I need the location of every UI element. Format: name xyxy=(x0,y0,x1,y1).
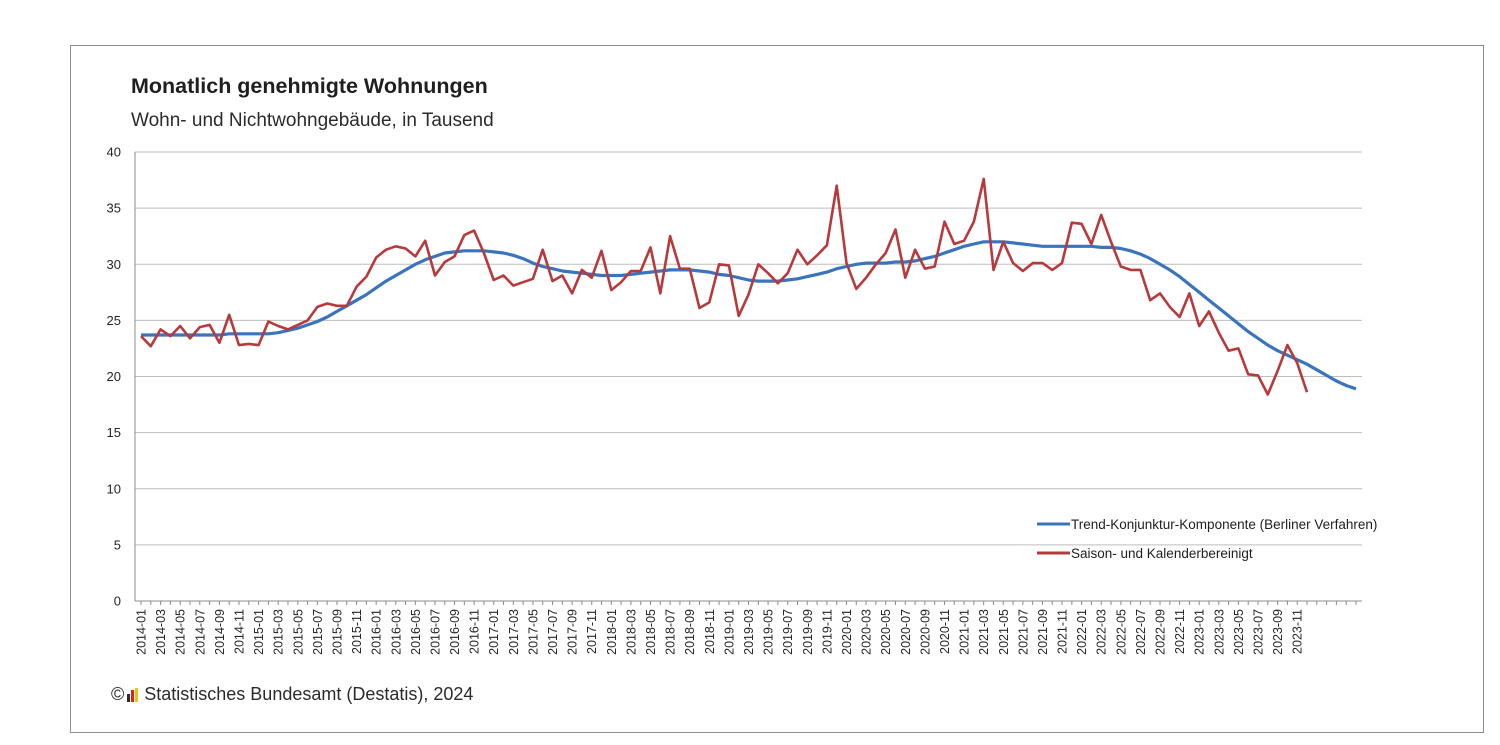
x-tick-label: 2023-05 xyxy=(1232,609,1246,655)
x-tick-label: 2018-01 xyxy=(605,609,619,655)
y-tick-label: 40 xyxy=(107,145,121,160)
x-tick-label: 2018-03 xyxy=(624,609,638,655)
x-tick-label: 2017-01 xyxy=(487,609,501,655)
x-tick-label: 2018-07 xyxy=(664,609,678,655)
y-tick-label: 30 xyxy=(107,257,121,272)
x-tick-label: 2022-03 xyxy=(1095,609,1109,655)
x-tick-label: 2021-07 xyxy=(1016,609,1030,655)
x-tick-label: 2014-11 xyxy=(232,609,246,654)
series-line-seasonal-adjusted xyxy=(140,177,1309,396)
x-tick-label: 2015-05 xyxy=(291,609,305,655)
y-tick-label: 10 xyxy=(107,481,121,496)
x-tick-label: 2020-01 xyxy=(840,609,854,655)
x-tick-label: 2019-01 xyxy=(722,609,736,655)
y-tick-label: 15 xyxy=(107,425,121,440)
series-line-trend xyxy=(141,240,1357,391)
x-tick-label: 2015-07 xyxy=(311,609,325,655)
x-tick-label: 2023-09 xyxy=(1271,609,1285,655)
x-tick-label: 2022-07 xyxy=(1134,609,1148,655)
x-tick-label: 2015-09 xyxy=(330,609,344,655)
x-tick-label: 2014-09 xyxy=(213,609,227,655)
x-tick-label: 2023-01 xyxy=(1193,609,1207,655)
x-tick-label: 2016-11 xyxy=(468,609,482,654)
x-tick-label: 2023-11 xyxy=(1291,609,1305,654)
y-tick-label: 25 xyxy=(107,313,121,328)
x-tick-label: 2014-05 xyxy=(174,609,188,655)
x-tick-label: 2017-07 xyxy=(546,609,560,655)
x-tick-label: 2019-03 xyxy=(742,609,756,655)
source-text: Statistisches Bundesamt (Destatis), 2024 xyxy=(144,684,474,704)
x-tick-label: 2023-03 xyxy=(1212,609,1226,655)
y-tick-label: 20 xyxy=(107,369,121,384)
x-tick-label: 2021-03 xyxy=(977,609,991,655)
destatis-logo-icon xyxy=(127,687,139,702)
x-tick-label: 2016-09 xyxy=(448,609,462,655)
x-tick-label: 2022-01 xyxy=(1075,609,1089,655)
gridlines xyxy=(135,151,1362,602)
copyright-symbol: © xyxy=(111,684,125,704)
chart-frame xyxy=(70,45,1484,733)
x-tick-label: 2020-07 xyxy=(899,609,913,655)
x-tick-label: 2014-01 xyxy=(135,609,149,655)
chart-title: Monatlich genehmigte Wohnungen xyxy=(131,74,488,98)
x-tick-label: 2017-11 xyxy=(585,609,599,654)
x-tick-label: 2021-05 xyxy=(997,609,1011,655)
x-tick-label: 2020-09 xyxy=(918,609,932,655)
x-tick-label: 2022-09 xyxy=(1154,609,1168,655)
x-tick-label: 2017-09 xyxy=(566,609,580,655)
x-tick-label: 2020-11 xyxy=(938,609,952,654)
x-tick-label: 2023-07 xyxy=(1252,609,1266,655)
x-tick-label: 2019-07 xyxy=(781,609,795,655)
x-tick-label: 2017-05 xyxy=(526,609,540,655)
x-tick-label: 2018-09 xyxy=(683,609,697,655)
x-tick-label: 2021-11 xyxy=(1056,609,1070,654)
legend-label: Trend-Konjunktur-Komponente (Berliner Ve… xyxy=(1071,517,1377,532)
x-tick-label: 2022-11 xyxy=(1173,609,1187,654)
source-note: © Statistisches Bundesamt (Destatis), 20… xyxy=(111,684,473,705)
x-tick-label: 2016-03 xyxy=(389,609,403,655)
axes: 0 5 10 15 20 25 30 35 40 2014-01 2014-03 2014-05 201… xyxy=(107,145,1362,655)
x-tick-label: 2016-01 xyxy=(370,609,384,655)
x-tick-label: 2015-03 xyxy=(272,609,286,655)
x-tick-label: 2018-05 xyxy=(644,609,658,655)
x-tick-label: 2020-03 xyxy=(860,609,874,655)
legend-label: Saison- und Kalenderbereinigt xyxy=(1071,546,1253,561)
series xyxy=(140,177,1357,396)
x-tick-label: 2021-01 xyxy=(958,609,972,655)
x-tick-label: 2019-05 xyxy=(762,609,776,655)
x-tick-label: 2020-05 xyxy=(879,609,893,655)
chart-subtitle: Wohn- und Nichtwohngebäude, in Tausend xyxy=(131,110,494,131)
legend: Trend-Konjunktur-Komponente (Berliner Ve… xyxy=(1037,517,1377,561)
x-tick-label: 2015-11 xyxy=(350,609,364,654)
y-tick-label: 0 xyxy=(114,594,121,609)
x-tick-label: 2017-03 xyxy=(507,609,521,655)
y-tick-label: 35 xyxy=(107,201,121,216)
x-tick-label: 2021-09 xyxy=(1036,609,1050,655)
x-tick-label: 2016-07 xyxy=(428,609,442,655)
x-tick-label: 2015-01 xyxy=(252,609,266,655)
x-tick-label: 2019-11 xyxy=(820,609,834,654)
y-tick-label: 5 xyxy=(114,537,121,552)
x-tick-label: 2016-05 xyxy=(409,609,423,655)
x-tick-label: 2014-03 xyxy=(154,609,168,655)
x-tick-label: 2019-09 xyxy=(801,609,815,655)
x-tick-label: 2014-07 xyxy=(193,609,207,655)
x-tick-label: 2018-11 xyxy=(703,609,717,654)
x-tick-label: 2022-05 xyxy=(1114,609,1128,655)
